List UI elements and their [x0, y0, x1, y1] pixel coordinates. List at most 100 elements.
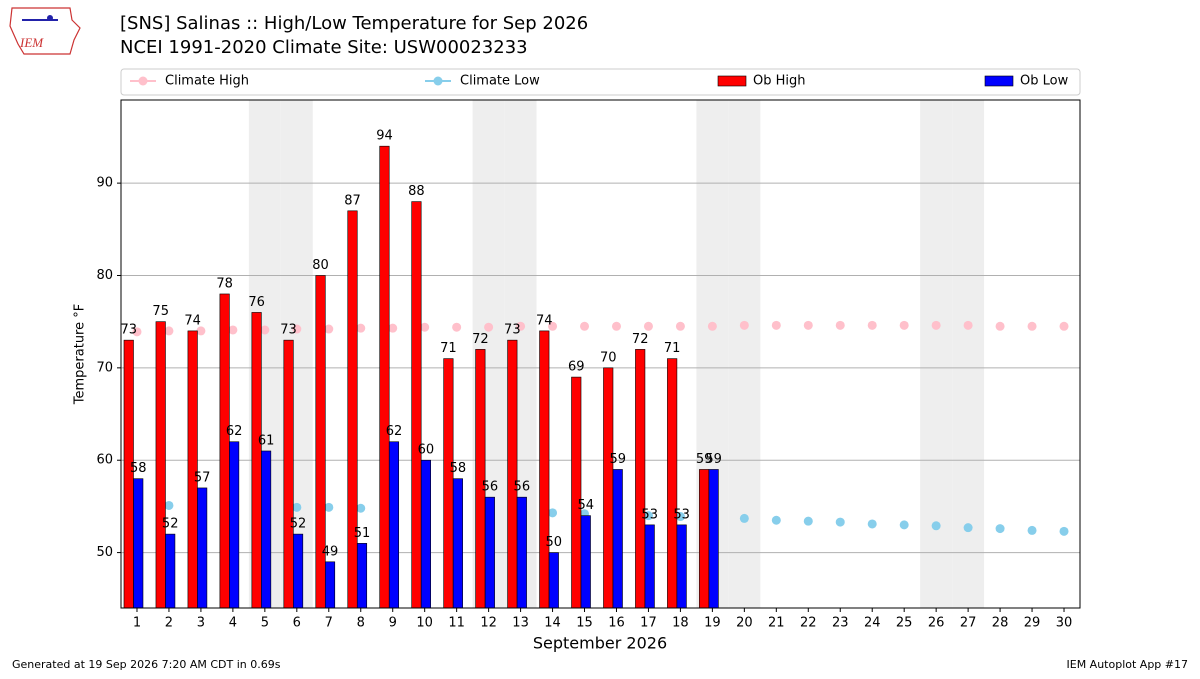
line-point	[292, 502, 302, 512]
line-point	[867, 320, 877, 330]
x-tick-label: 30	[1056, 616, 1073, 631]
line-point	[771, 320, 781, 330]
bar	[699, 469, 710, 609]
line-point	[1059, 321, 1069, 331]
x-tick-label: 17	[640, 616, 657, 631]
bar	[571, 376, 582, 609]
data-label: 72	[472, 332, 489, 347]
data-label: 62	[386, 424, 403, 439]
x-tick-label: 11	[448, 616, 465, 631]
legend-box	[120, 68, 1081, 96]
x-tick-label: 8	[357, 616, 365, 631]
y-tick-label: 60	[96, 453, 113, 468]
bar	[133, 478, 144, 609]
x-tick-label: 4	[229, 616, 237, 631]
line-point	[196, 326, 206, 336]
line-point	[931, 320, 941, 330]
x-tick-label: 22	[800, 616, 817, 631]
data-label: 53	[641, 507, 658, 522]
y-axis-label: Temperature °F	[73, 304, 88, 405]
x-tick-label: 5	[261, 616, 269, 631]
bar	[603, 367, 614, 609]
line-point	[611, 321, 621, 331]
bar	[667, 358, 678, 609]
data-label: 87	[344, 193, 361, 208]
line-point	[1059, 526, 1069, 536]
x-tick-label: 6	[293, 616, 301, 631]
line-point	[548, 508, 558, 518]
line-point	[675, 321, 685, 331]
line-point	[324, 324, 334, 334]
x-tick-label: 28	[992, 616, 1009, 631]
x-tick-label: 12	[480, 616, 497, 631]
line-point	[228, 325, 238, 335]
data-label: 50	[546, 535, 563, 550]
chart-subtitle: NCEI 1991-2020 Climate Site: USW00023233	[120, 37, 528, 58]
line-point	[867, 519, 877, 529]
x-tick-label: 24	[864, 616, 881, 631]
data-label: 56	[514, 480, 531, 495]
bar	[548, 552, 559, 609]
footer-right: IEM Autoplot App #17	[1067, 658, 1189, 671]
legend-marker	[138, 76, 148, 86]
data-label: 51	[354, 526, 371, 541]
line-point	[835, 320, 845, 330]
bar	[484, 496, 495, 609]
line-point	[803, 516, 813, 526]
line-point	[739, 513, 749, 523]
line-point	[1027, 321, 1037, 331]
data-label: 71	[440, 341, 457, 356]
line-point	[739, 320, 749, 330]
logo: IEM	[9, 7, 81, 55]
plot-frame	[120, 99, 1081, 609]
bar	[644, 524, 655, 609]
line-point	[356, 503, 366, 513]
bar	[420, 459, 431, 609]
x-tick-label: 2	[165, 616, 173, 631]
x-tick-label: 3	[197, 616, 205, 631]
data-label: 60	[418, 443, 435, 458]
x-tick-label: 25	[896, 616, 913, 631]
line-point	[484, 322, 494, 332]
line-point	[260, 325, 270, 335]
line-point	[452, 322, 462, 332]
bar	[197, 487, 208, 609]
bar	[165, 533, 176, 609]
data-label: 94	[376, 129, 393, 144]
bar	[676, 524, 687, 609]
data-label: 59	[609, 452, 626, 467]
line-point	[516, 321, 526, 331]
line-point	[420, 322, 430, 332]
line-point	[548, 321, 558, 331]
line-point	[324, 502, 334, 512]
data-label: 52	[162, 517, 179, 532]
line-point	[580, 321, 590, 331]
legend-label: Ob High	[753, 74, 806, 89]
data-label: 59	[696, 452, 713, 467]
line-point	[643, 321, 653, 331]
bar	[507, 339, 518, 609]
x-tick-label: 9	[389, 616, 397, 631]
bar	[261, 450, 272, 609]
legend-label: Ob Low	[1020, 74, 1069, 89]
data-label: 72	[632, 332, 649, 347]
data-label: 75	[152, 304, 169, 319]
legend-marker	[433, 76, 443, 86]
data-label: 74	[184, 313, 201, 328]
x-axis-label: September 2026	[533, 634, 667, 653]
bar	[411, 201, 422, 609]
x-tick-label: 7	[325, 616, 333, 631]
bar	[516, 496, 527, 609]
data-label: 74	[536, 313, 553, 328]
bar	[539, 330, 550, 609]
data-label: 69	[568, 360, 585, 375]
bar	[580, 515, 591, 609]
x-tick-label: 26	[928, 616, 945, 631]
line-point	[292, 324, 302, 334]
line-point	[132, 327, 142, 337]
data-label: 49	[322, 544, 339, 559]
legend-swatch	[717, 75, 747, 87]
line-point	[1027, 525, 1037, 535]
bar	[443, 358, 454, 609]
bar	[388, 441, 400, 609]
